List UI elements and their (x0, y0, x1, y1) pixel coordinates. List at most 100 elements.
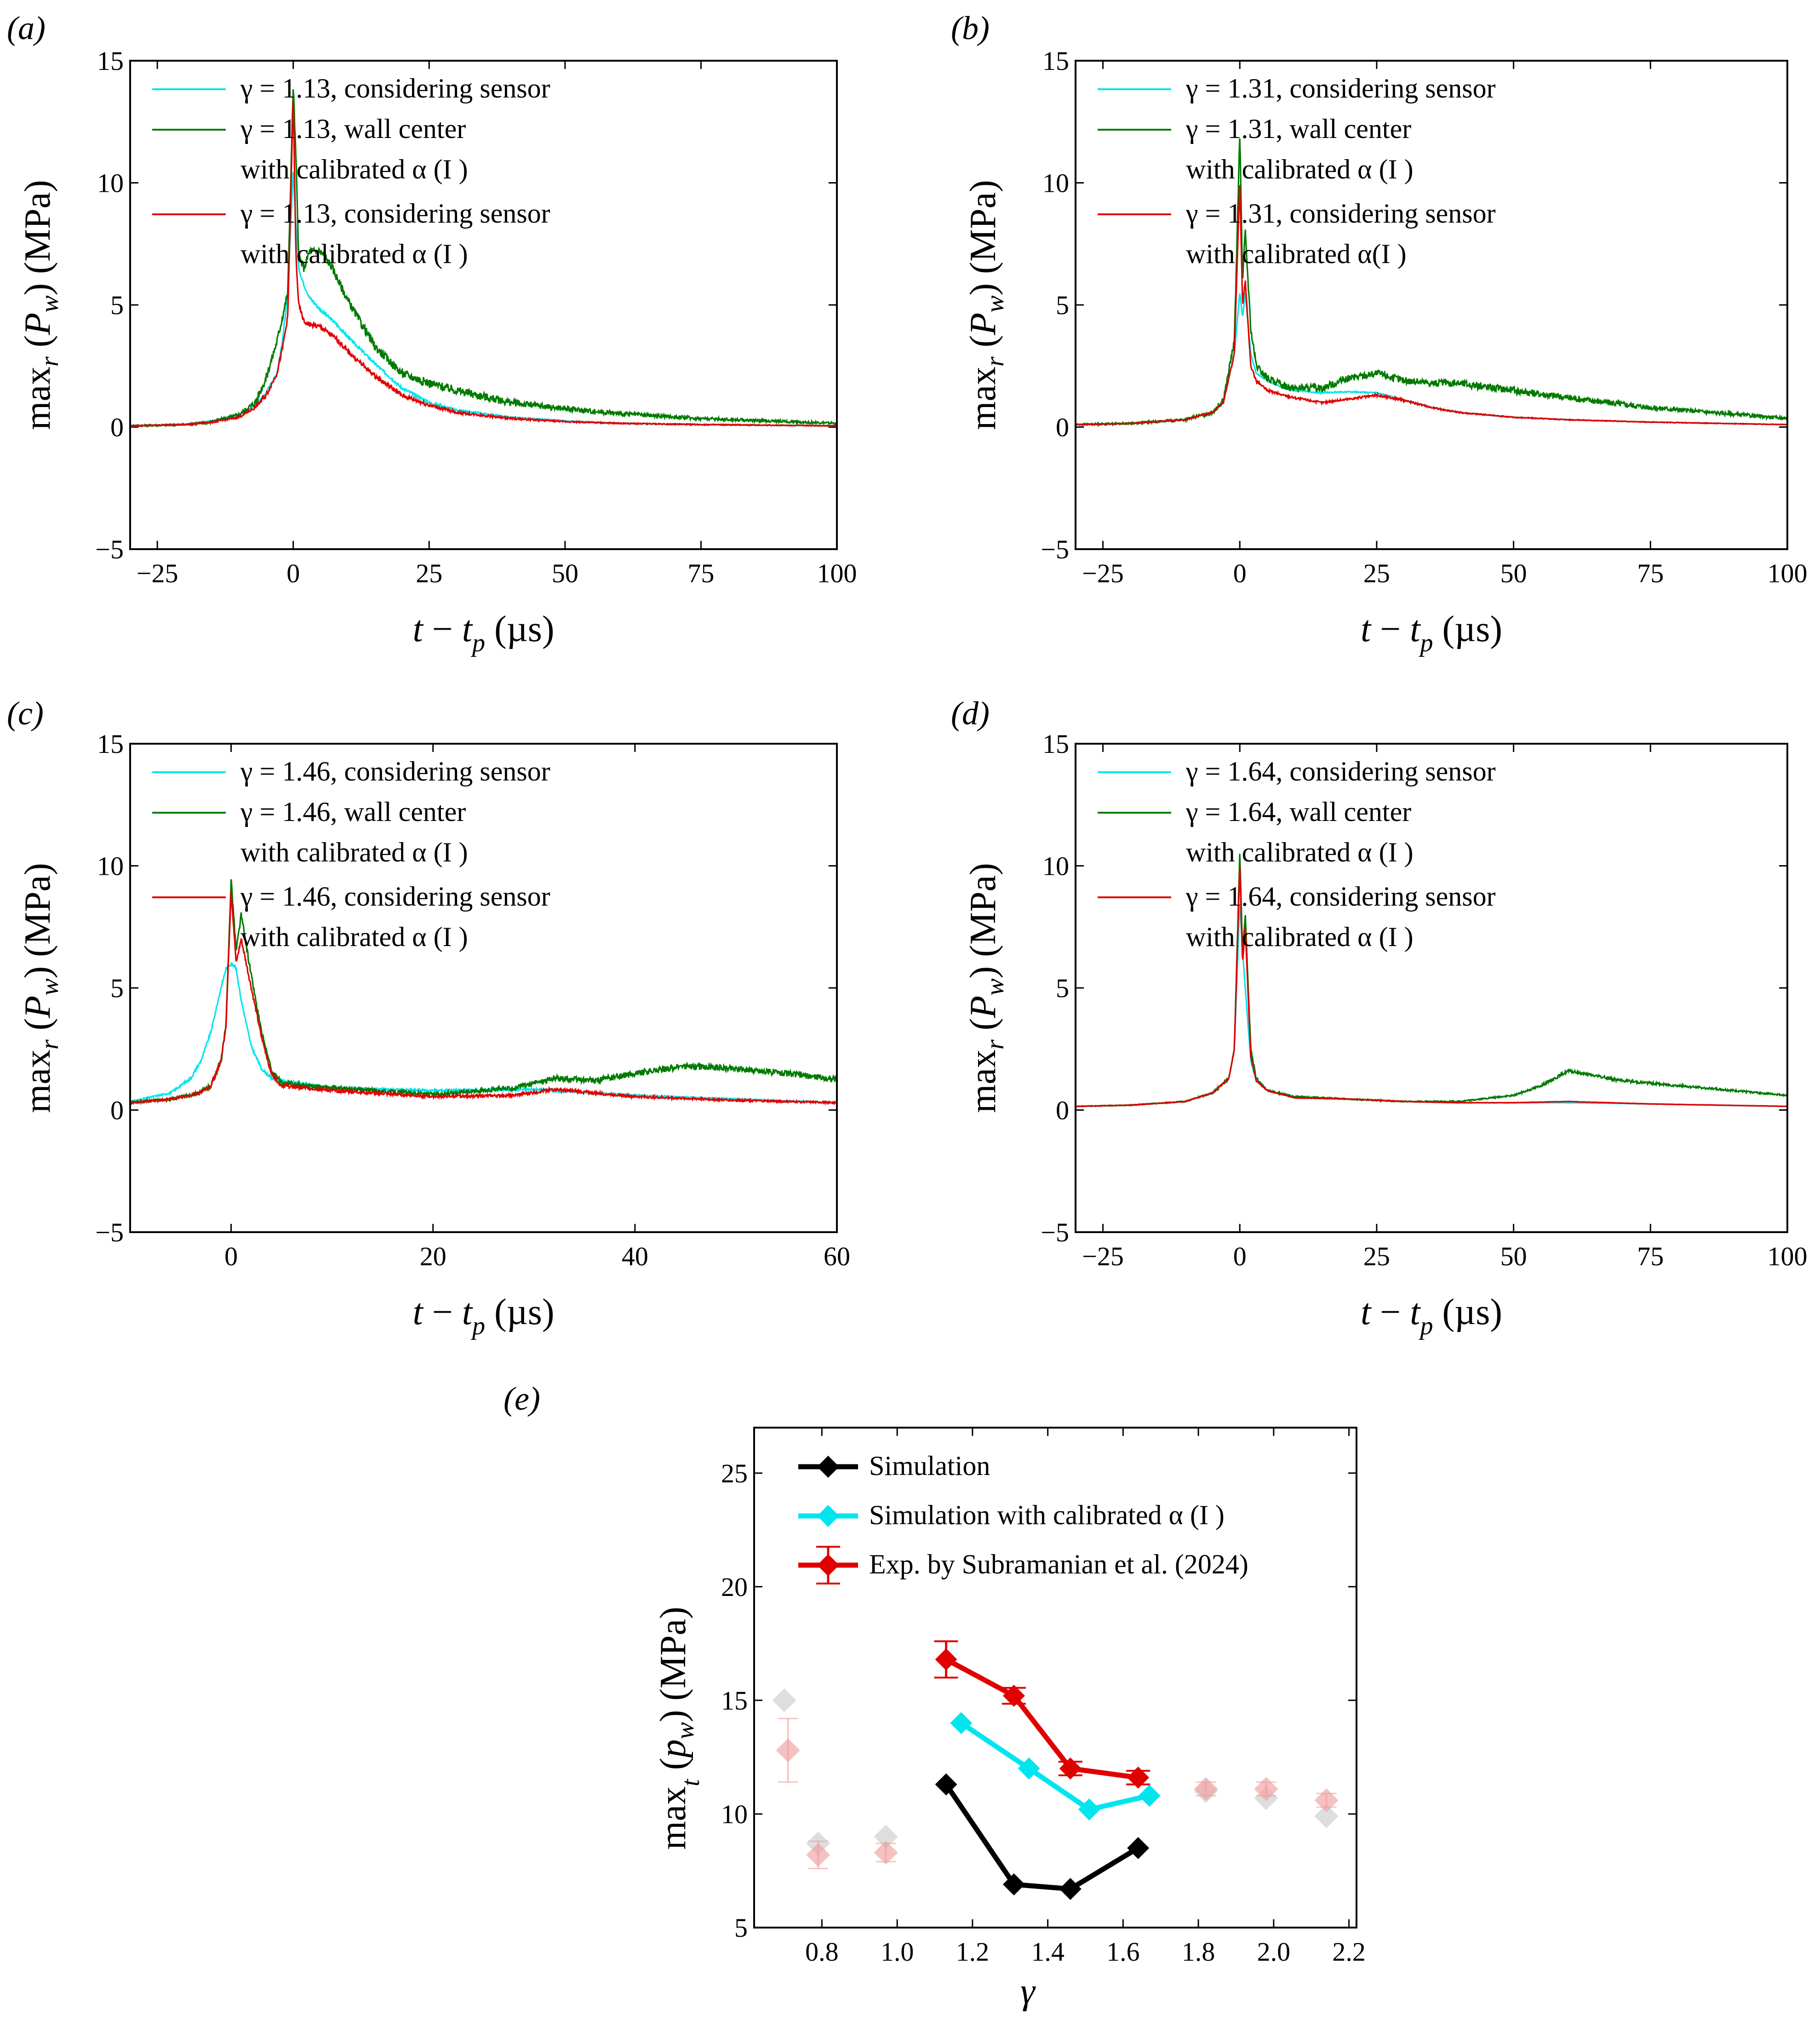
x-tick-label: 50 (1500, 1241, 1527, 1271)
data-point (950, 1712, 973, 1734)
faded-point (1314, 1788, 1339, 1813)
y-tick-label: 10 (97, 851, 124, 881)
legend-label: γ = 1.64, considering sensor (1185, 756, 1496, 786)
x-axis-label-part: (µs) (485, 1292, 555, 1332)
x-tick-label: 100 (1768, 1241, 1808, 1271)
legend-label: γ = 1.46, wall center (240, 797, 466, 827)
y-tick-label: 15 (1042, 46, 1069, 76)
data-point (1002, 1685, 1025, 1707)
faded-point (874, 1840, 898, 1865)
y-axis-label-part: r (35, 356, 64, 367)
x-tick-label: 75 (1637, 1241, 1664, 1271)
faded-point (1194, 1777, 1218, 1801)
panel-b: (b) −25 0 25 50 75 100 −5 0 5 10 15 γ = 1.31, consid… (951, 10, 1808, 657)
faded-point (874, 1825, 898, 1849)
legend-label: γ = 1.31, considering sensor (1185, 73, 1496, 103)
plot-area (772, 1640, 1339, 1900)
y-axis-label: maxr (Pw) (MPa) (963, 863, 1009, 1113)
legend-label: γ = 1.31, considering sensor (1185, 198, 1496, 229)
x-tick-label: 100 (1768, 558, 1808, 588)
y-tick-label: 0 (1056, 413, 1069, 442)
series-line (130, 879, 837, 1106)
y-tick-label: 20 (721, 1572, 748, 1602)
x-tick-label: 2.0 (1257, 1937, 1291, 1967)
y-tick-label: 5 (110, 973, 124, 1003)
y-axis-label-part: max (653, 1786, 693, 1850)
y-tick-label: 25 (721, 1458, 748, 1488)
y-tick-label: −5 (95, 534, 124, 564)
x-tick-label: 0 (286, 558, 300, 588)
x-axis-label: t − tp (µs) (412, 1292, 554, 1340)
y-axis-label-part: ( (17, 335, 58, 357)
x-axis-label-part: p (1419, 1312, 1433, 1340)
x-tick-label: −25 (1082, 1241, 1124, 1271)
legend-label: γ = 1.13, wall center (240, 114, 466, 144)
x-axis-label: γ (1020, 1971, 1036, 2012)
series-line (1076, 293, 1787, 425)
series-line (1076, 867, 1787, 1108)
legend-label: with calibrated α (I ) (1186, 922, 1414, 952)
series-line (130, 961, 837, 1105)
legend-label: Exp. by Subramanian et al. (2024) (869, 1549, 1248, 1579)
y-tick-label: 5 (1056, 290, 1069, 320)
series-line (1076, 904, 1787, 1108)
panel-label: (e) (504, 1380, 540, 1417)
y-axis-label-part: ) (MPa) (17, 863, 58, 978)
panel-a: (a) −25 0 25 50 75 100 −5 0 5 10 15 γ = 1.13, consid… (7, 10, 857, 657)
y-axis-label-part: r (981, 356, 1009, 367)
y-axis-label: maxr (Pw) (MPa) (17, 863, 64, 1113)
y-tick-label: −5 (1041, 534, 1069, 564)
x-tick-label: 2.2 (1332, 1937, 1366, 1967)
x-axis-label-part: t (462, 1292, 473, 1332)
series-line (944, 1783, 1139, 1892)
legend-label: γ = 1.13, considering sensor (240, 198, 550, 229)
x-tick-label: 40 (622, 1241, 648, 1271)
legend-label: with calibrated α (I ) (240, 154, 468, 184)
faded-point (1254, 1777, 1278, 1801)
legend-label: γ = 1.13, considering sensor (240, 73, 550, 103)
x-tick-label: 0 (1233, 1241, 1247, 1271)
series-line (130, 101, 837, 428)
data-point (1059, 1878, 1082, 1900)
y-axis-label-part: ) (MPa) (653, 1607, 693, 1722)
y-axis-label-part: w (671, 1722, 699, 1739)
y-axis-label-part: max (963, 1050, 1003, 1113)
y-axis-label-part: p (653, 1739, 693, 1760)
y-tick-label: 0 (110, 413, 124, 442)
y-axis-label-part: max (963, 367, 1003, 430)
y-axis-label: maxr (Pw) (MPa) (963, 180, 1009, 430)
y-tick-label: 10 (97, 168, 124, 198)
series-line (960, 1721, 1150, 1812)
y-tick-label: 0 (1056, 1096, 1069, 1125)
x-axis-label-part: p (470, 629, 485, 657)
x-axis-label-part: p (1419, 629, 1433, 657)
x-axis-label-part: (µs) (485, 609, 555, 649)
x-tick-label: 0 (224, 1241, 238, 1271)
series-line (1076, 185, 1787, 426)
y-axis-label-part: t (676, 1779, 705, 1786)
panel-label: (b) (951, 10, 990, 46)
data-point (1002, 1873, 1025, 1896)
data-point (1018, 1757, 1040, 1780)
axes-frame (1075, 60, 1788, 550)
plot-area (130, 878, 837, 1106)
y-axis-label-part: P (963, 996, 1003, 1019)
y-axis-label-part: ( (963, 335, 1003, 357)
x-axis-label-part: − (423, 1292, 462, 1332)
x-tick-label: 1.0 (881, 1937, 914, 1967)
x-axis-label: t − tp (µs) (1361, 1292, 1502, 1340)
x-tick-label: 1.2 (956, 1937, 990, 1967)
x-tick-label: 0 (1233, 558, 1247, 588)
x-axis-label-part: t (412, 1292, 424, 1332)
legend-marker (817, 1456, 839, 1478)
legend-label: with calibrated α (I ) (240, 837, 468, 867)
y-axis-label-part: ( (963, 1018, 1003, 1040)
x-tick-label: −25 (1082, 558, 1124, 588)
faded-point (772, 1688, 796, 1712)
legend-label: Simulation with calibrated α (I ) (869, 1500, 1225, 1530)
x-axis-label-part: p (470, 1312, 485, 1340)
y-axis-label-part: max (17, 1050, 58, 1113)
y-axis-label-part: P (963, 313, 1003, 336)
legend-label: with calibrated α (I ) (1186, 837, 1414, 867)
